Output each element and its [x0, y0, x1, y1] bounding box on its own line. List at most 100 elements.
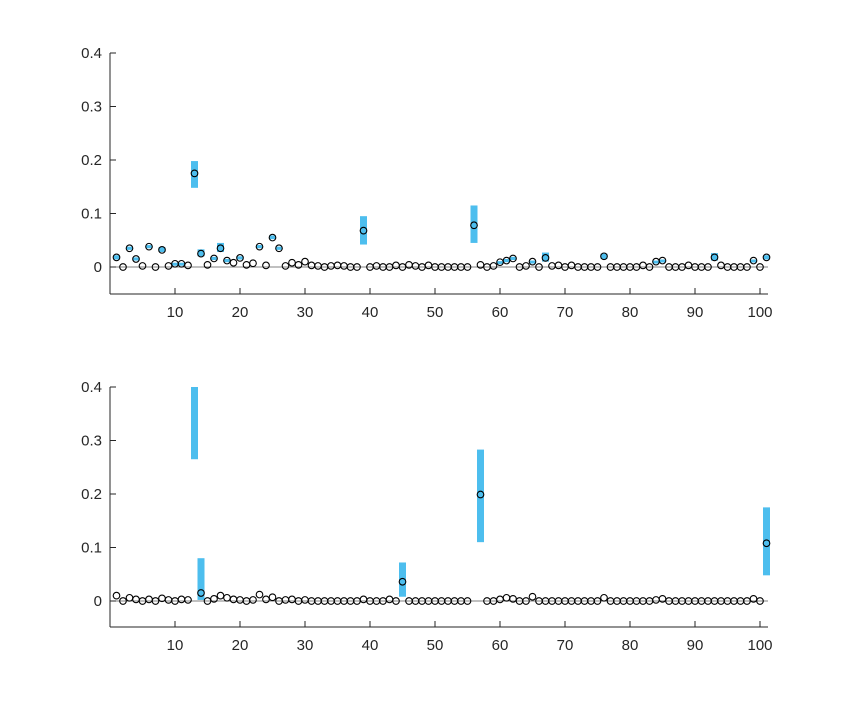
data-point: [229, 258, 238, 267]
data-point: [567, 261, 576, 270]
data-point: [138, 262, 147, 270]
interval-bar: [275, 246, 283, 250]
data-point: [463, 263, 472, 271]
data-point: [249, 596, 257, 604]
data-point: [255, 590, 264, 599]
interval-bar: [470, 205, 478, 243]
interval-bar: [132, 257, 140, 261]
interval-bar: [126, 246, 133, 250]
interval-bar: [171, 262, 179, 266]
data-point: [554, 261, 563, 270]
data-point: [177, 595, 186, 604]
interval-bar: [750, 259, 757, 263]
data-point: [158, 246, 166, 254]
interval-bar: [652, 260, 660, 264]
data-point: [236, 596, 244, 604]
data-point: [476, 490, 485, 499]
interval-bar: [223, 258, 231, 263]
y-tick-label: 0.2: [81, 486, 102, 503]
data-point: [600, 252, 608, 261]
interval-bar: [197, 249, 205, 257]
data-point: [340, 262, 348, 270]
data-point: [392, 597, 400, 605]
data-point: [756, 263, 764, 271]
interval-bar: [191, 387, 198, 460]
data-point: [236, 254, 244, 262]
interval-bar: [600, 253, 608, 259]
x-tick-label: 50: [427, 637, 444, 654]
interval-bar: [145, 245, 153, 249]
data-point: [593, 597, 602, 605]
data-point: [301, 257, 309, 266]
x-tick-label: 90: [687, 304, 704, 321]
data-point: [132, 255, 140, 263]
y-tick-label: 0.1: [81, 540, 102, 557]
data-point: [658, 256, 667, 265]
bottom-panel: 0 0.1 0.2 0.3 0.4 10 20 30 40 50 60 70 80 90 100: [81, 379, 772, 654]
data-point: [112, 253, 121, 262]
data-point: [281, 262, 290, 270]
data-point: [333, 261, 342, 270]
y-tick-label: 0.2: [81, 152, 102, 169]
interval-bar: [542, 252, 549, 262]
interval-bar: [178, 262, 185, 266]
data-point: [385, 595, 394, 604]
data-point: [762, 253, 771, 262]
data-point: [327, 262, 335, 270]
data-point: [639, 261, 647, 270]
data-point: [502, 593, 511, 602]
data-point: [314, 262, 322, 270]
interval-bar: [509, 256, 517, 261]
data-point: [392, 261, 400, 270]
data-point: [424, 261, 433, 270]
x-tick-label: 50: [427, 304, 444, 321]
x-tick-label: 20: [232, 304, 249, 321]
data-point: [541, 254, 550, 262]
data-point: [463, 597, 472, 605]
data-point: [268, 233, 277, 242]
interval-bar: [256, 245, 263, 249]
x-tick-label: 20: [232, 637, 249, 654]
interval-bar: [191, 161, 198, 188]
data-point: [151, 597, 160, 605]
data-point: [294, 261, 303, 269]
data-point: [255, 242, 264, 251]
data-point: [652, 596, 660, 604]
data-point: [145, 242, 153, 251]
data-point: [743, 263, 751, 271]
data-point: [197, 589, 205, 597]
data-point: [197, 249, 205, 258]
interval-bar: [659, 259, 666, 263]
interval-bar: [399, 562, 406, 597]
data-point: [756, 597, 764, 605]
x-tick-label: 100: [747, 637, 772, 654]
data-point: [528, 257, 537, 266]
data-point: [262, 261, 270, 270]
data-point: [210, 254, 218, 263]
data-point: [249, 259, 257, 268]
data-point: [593, 263, 602, 271]
data-point: [164, 262, 173, 270]
data-point: [548, 262, 556, 270]
data-point: [710, 253, 719, 262]
data-point: [398, 577, 407, 586]
interval-bar: [269, 235, 276, 240]
x-tick-label: 70: [557, 304, 574, 321]
top-panel: 0 0.1 0.2 0.3 0.4 10 20 30 40 50 60 70 80 90 100: [81, 45, 772, 321]
interval-bar: [210, 256, 218, 261]
x-tick-label: 60: [492, 637, 509, 654]
data-point: [749, 256, 758, 265]
data-point: [307, 261, 316, 270]
interval-bar: [113, 255, 120, 260]
interval-bar: [763, 507, 770, 576]
x-tick-label: 90: [687, 637, 704, 654]
data-point: [470, 221, 478, 230]
x-tick-label: 40: [362, 304, 379, 321]
y-tick-label: 0.3: [81, 99, 102, 116]
interval-bar: [197, 558, 205, 600]
data-point: [275, 244, 283, 253]
data-point: [600, 593, 608, 602]
data-point: [717, 261, 725, 270]
data-point: [216, 591, 225, 600]
